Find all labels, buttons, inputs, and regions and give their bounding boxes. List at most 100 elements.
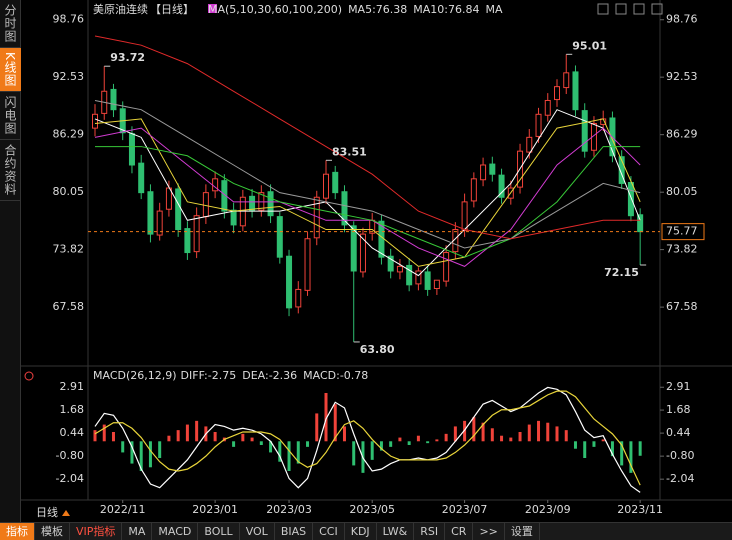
candle-body [396, 265, 403, 273]
macd-dea [94, 390, 641, 486]
toolbar-item[interactable]: KDJ [345, 523, 377, 540]
candle-body [267, 191, 274, 217]
candle-body [535, 113, 542, 137]
toolbar-item[interactable]: RSI [414, 523, 446, 540]
macd-tick-label: 2.91 [60, 380, 85, 393]
ma-line [94, 109, 641, 277]
macd-readout: DEA:-2.36 [242, 369, 297, 382]
toolbar-item[interactable]: 模板 [35, 523, 70, 540]
ma-line [94, 118, 641, 267]
candle-body [110, 88, 117, 111]
y-tick-label: 98.76 [53, 13, 85, 26]
ma-icon[interactable] [208, 4, 217, 13]
candle-body [470, 178, 477, 202]
candle-body [526, 136, 533, 153]
toolbar-item[interactable]: CCI [313, 523, 345, 540]
tool-icon[interactable] [651, 3, 663, 15]
macd-header: MACD(26,12,9) [93, 369, 177, 382]
candle-body [193, 215, 200, 253]
y-tick-label: 92.53 [53, 70, 85, 83]
y-tick-label-right: 92.53 [666, 70, 698, 83]
x-tick-label: 2023/07 [442, 503, 488, 516]
candle-body [286, 255, 293, 309]
candle-body [323, 173, 329, 199]
toolbar-item[interactable]: MA [122, 523, 153, 540]
period-label[interactable]: 日线 [36, 505, 58, 519]
candle-body [406, 264, 413, 286]
candle-body [175, 188, 182, 231]
macd-tick-label: 1.68 [60, 403, 85, 416]
ma-line [94, 35, 641, 240]
macd-icon[interactable] [24, 371, 34, 381]
y-tick-label-right: 73.82 [666, 243, 698, 256]
macd-tick-label-right: -0.80 [666, 449, 694, 462]
macd-tick-label-right: 2.91 [666, 380, 691, 393]
x-tick-label: 2023/09 [525, 503, 571, 516]
toolbar-item[interactable]: >> [473, 523, 505, 540]
toolbar-item[interactable]: VIP指标 [70, 523, 123, 540]
y-tick-label-right: 67.58 [666, 300, 698, 313]
annotation: 63.80 [360, 343, 395, 356]
tool-icon[interactable] [615, 3, 627, 15]
toolbar-item[interactable]: LW& [377, 523, 415, 540]
toolbar-item[interactable]: BOLL [198, 523, 240, 540]
candle-body [443, 252, 450, 282]
candle-body [572, 71, 579, 111]
annotation: 93.72 [110, 51, 145, 64]
x-tick-label: 2023/01 [192, 503, 238, 516]
candle-body [341, 191, 348, 226]
macd-tick-label-right: 0.44 [666, 426, 691, 439]
last-price-box [661, 223, 705, 241]
candle-body [276, 216, 283, 258]
x-tick-label: 2022/11 [100, 503, 146, 516]
sidebar: 分时图 K线图 闪电图 合约资料 [0, 0, 21, 522]
candle-body [480, 164, 487, 181]
candle-body [424, 271, 431, 290]
ma-readout: MA [486, 3, 503, 16]
candle-body [295, 288, 302, 308]
candle-body [304, 238, 311, 291]
candle-body [563, 72, 570, 89]
x-tick-label: 2023/05 [349, 503, 395, 516]
annotation: 95.01 [572, 39, 607, 52]
candle-body [618, 156, 625, 184]
side-tab[interactable]: 闪电图 [0, 92, 21, 140]
candle-body [138, 162, 145, 194]
tool-icon[interactable] [597, 3, 609, 15]
x-tick-label: 2023/11 [617, 503, 663, 516]
tool-icon[interactable] [633, 3, 645, 15]
candle-body [637, 214, 644, 233]
candle-body [359, 233, 366, 273]
y-tick-label: 67.58 [53, 300, 85, 313]
y-tick-label-right: 86.29 [666, 128, 698, 141]
macd-tick-label: -2.04 [56, 472, 84, 485]
x-tick-label: 2023/03 [266, 503, 312, 516]
candle-body [350, 225, 357, 272]
candle-body [184, 228, 191, 254]
side-tab[interactable]: 分时图 [0, 0, 21, 48]
candle-body [332, 171, 339, 194]
macd-tick-label: -0.80 [56, 449, 84, 462]
side-tab[interactable]: 合约资料 [0, 140, 21, 201]
toolbar-item[interactable]: 指标 [0, 523, 35, 540]
candle-body [498, 174, 505, 198]
toolbar-item[interactable]: 设置 [505, 523, 540, 540]
macd-tick-label: 0.44 [60, 426, 85, 439]
candle-body [554, 86, 560, 101]
side-tab[interactable]: K线图 [0, 48, 21, 92]
toolbar-item[interactable]: MACD [152, 523, 199, 540]
candle-body [387, 255, 394, 272]
ma-readout: MA5:76.38 [348, 3, 407, 16]
ma-header: MA(5,10,30,60,100,200) [208, 3, 342, 16]
period-arrow[interactable] [62, 510, 70, 516]
toolbar-item[interactable]: BIAS [275, 523, 314, 540]
candle-body [128, 133, 135, 166]
toolbar-item[interactable]: CR [445, 523, 474, 540]
chart-title: 美原油连续 [93, 2, 148, 16]
candle-body [627, 182, 634, 217]
y-tick-label-right: 80.05 [666, 185, 698, 198]
candle-body [489, 163, 496, 175]
toolbar-item[interactable]: VOL [240, 523, 275, 540]
ma-readout: MA10:76.84 [413, 3, 479, 16]
